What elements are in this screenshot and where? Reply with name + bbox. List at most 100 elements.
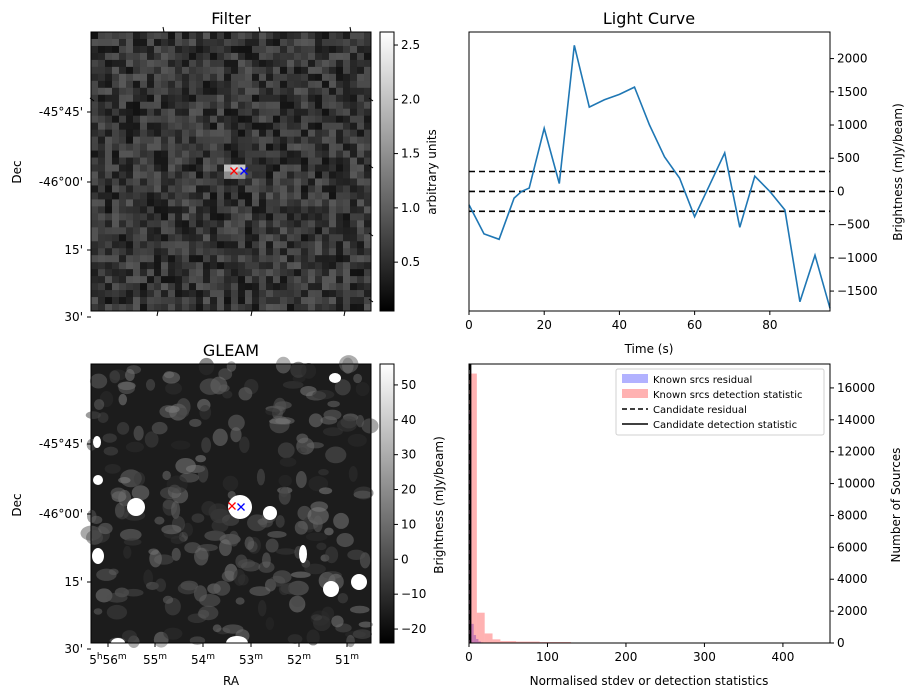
known-detection-bar — [484, 633, 493, 643]
gleam-noise-blob — [165, 382, 183, 395]
gleam-noise-blob — [355, 381, 370, 397]
filter-pixel — [266, 185, 274, 193]
filter-pixel — [147, 199, 155, 207]
filter-pixel — [273, 38, 281, 47]
filter-pixel — [161, 101, 169, 110]
filter-pixel — [140, 262, 148, 270]
filter-pixel — [266, 87, 274, 96]
filter-pixel — [350, 262, 358, 270]
filter-pixel — [105, 248, 113, 256]
gleam-noise-blob — [313, 515, 323, 533]
gleam-noise-blob — [294, 520, 308, 535]
filter-pixel — [294, 178, 302, 186]
filter-pixel — [301, 248, 309, 256]
filter-pixel — [287, 178, 295, 186]
filter-pixel — [91, 234, 99, 242]
filter-pixel — [154, 59, 162, 68]
gleam-bright-source — [323, 581, 339, 597]
filter-pixel — [301, 206, 309, 214]
filter-pixel — [294, 87, 302, 96]
filter-pixel — [350, 122, 358, 131]
filter-pixel — [168, 32, 176, 40]
filter-pixel — [231, 59, 239, 68]
filter-pixel — [252, 150, 260, 158]
filter-pixel — [133, 227, 141, 235]
filter-pixel — [245, 178, 253, 186]
filter-pixel — [287, 290, 295, 298]
gleam-noise-blob — [110, 487, 126, 499]
filter-pixel — [322, 150, 330, 158]
gleam-noise-blob — [154, 516, 165, 525]
filter-pixel — [224, 290, 232, 298]
filter-pixel — [175, 276, 183, 284]
filter-pixel — [112, 192, 120, 200]
filter-pixel — [287, 38, 295, 47]
filter-pixel — [301, 262, 309, 270]
filter-pixel — [105, 304, 113, 312]
filter-pixel — [217, 101, 225, 110]
filter-pixel — [154, 136, 162, 144]
filter-pixel — [336, 59, 344, 68]
filter-pixel — [224, 220, 232, 228]
gleam-noise-blob — [348, 465, 358, 482]
filter-pixel — [336, 269, 344, 277]
filter-pixel — [245, 129, 253, 138]
filter-pixel — [112, 213, 120, 221]
gleam-noise-blob — [162, 470, 171, 481]
filter-pixel — [294, 262, 302, 270]
y-tick-label: 1000 — [837, 118, 868, 132]
filter-pixel — [287, 108, 295, 117]
light-curve-series-line — [468, 45, 831, 309]
filter-pixel — [175, 164, 183, 172]
filter-pixel — [357, 192, 365, 200]
filter-pixel — [294, 80, 302, 89]
filter-pixel — [161, 115, 169, 124]
filter-pixel — [119, 80, 127, 89]
filter-pixel — [357, 143, 365, 151]
filter-pixel — [315, 262, 323, 270]
gleam-noise-blob — [145, 379, 156, 391]
filter-pixel — [224, 45, 232, 54]
filter-pixel — [147, 178, 155, 186]
filter-pixel — [210, 80, 218, 89]
filter-pixel — [224, 32, 232, 40]
filter-pixel — [98, 66, 106, 75]
filter-pixel — [308, 206, 316, 214]
filter-pixel — [126, 66, 134, 75]
filter-pixel — [336, 73, 344, 82]
filter-pixel — [357, 178, 365, 186]
filter-pixel — [301, 38, 309, 47]
filter-pixel — [161, 276, 169, 284]
filter-pixel — [294, 220, 302, 228]
filter-pixel — [231, 178, 239, 186]
filter-pixel — [175, 304, 183, 312]
filter-pixel — [168, 178, 176, 186]
filter-pixel — [189, 32, 197, 40]
filter-pixel — [280, 255, 288, 263]
filter-pixel — [336, 227, 344, 235]
legend-label-candidate-detection: Candidate detection statistic — [653, 420, 797, 431]
gleam-noise-blob — [238, 387, 253, 401]
filter-pixel — [301, 115, 309, 124]
gleam-noise-blob — [93, 399, 105, 410]
filter-pixel — [182, 45, 190, 54]
filter-pixel — [112, 115, 120, 124]
filter-pixel — [161, 66, 169, 75]
filter-pixel — [133, 38, 141, 47]
filter-pixel — [301, 269, 309, 277]
filter-pixel — [91, 297, 99, 305]
filter-pixel — [238, 199, 246, 207]
filter-pixel — [119, 143, 127, 151]
filter-pixel — [182, 241, 190, 249]
filter-pixel — [294, 59, 302, 68]
filter-pixel — [245, 73, 253, 82]
filter-pixel — [357, 283, 365, 291]
gleam-noise-blob — [337, 593, 349, 604]
ra-tick-label: 54m — [191, 652, 215, 667]
filter-pixel — [224, 255, 232, 263]
filter-pixel — [210, 38, 218, 47]
histogram-candidate-lines — [468, 364, 472, 643]
filter-pixel — [175, 87, 183, 96]
filter-pixel — [182, 227, 190, 235]
